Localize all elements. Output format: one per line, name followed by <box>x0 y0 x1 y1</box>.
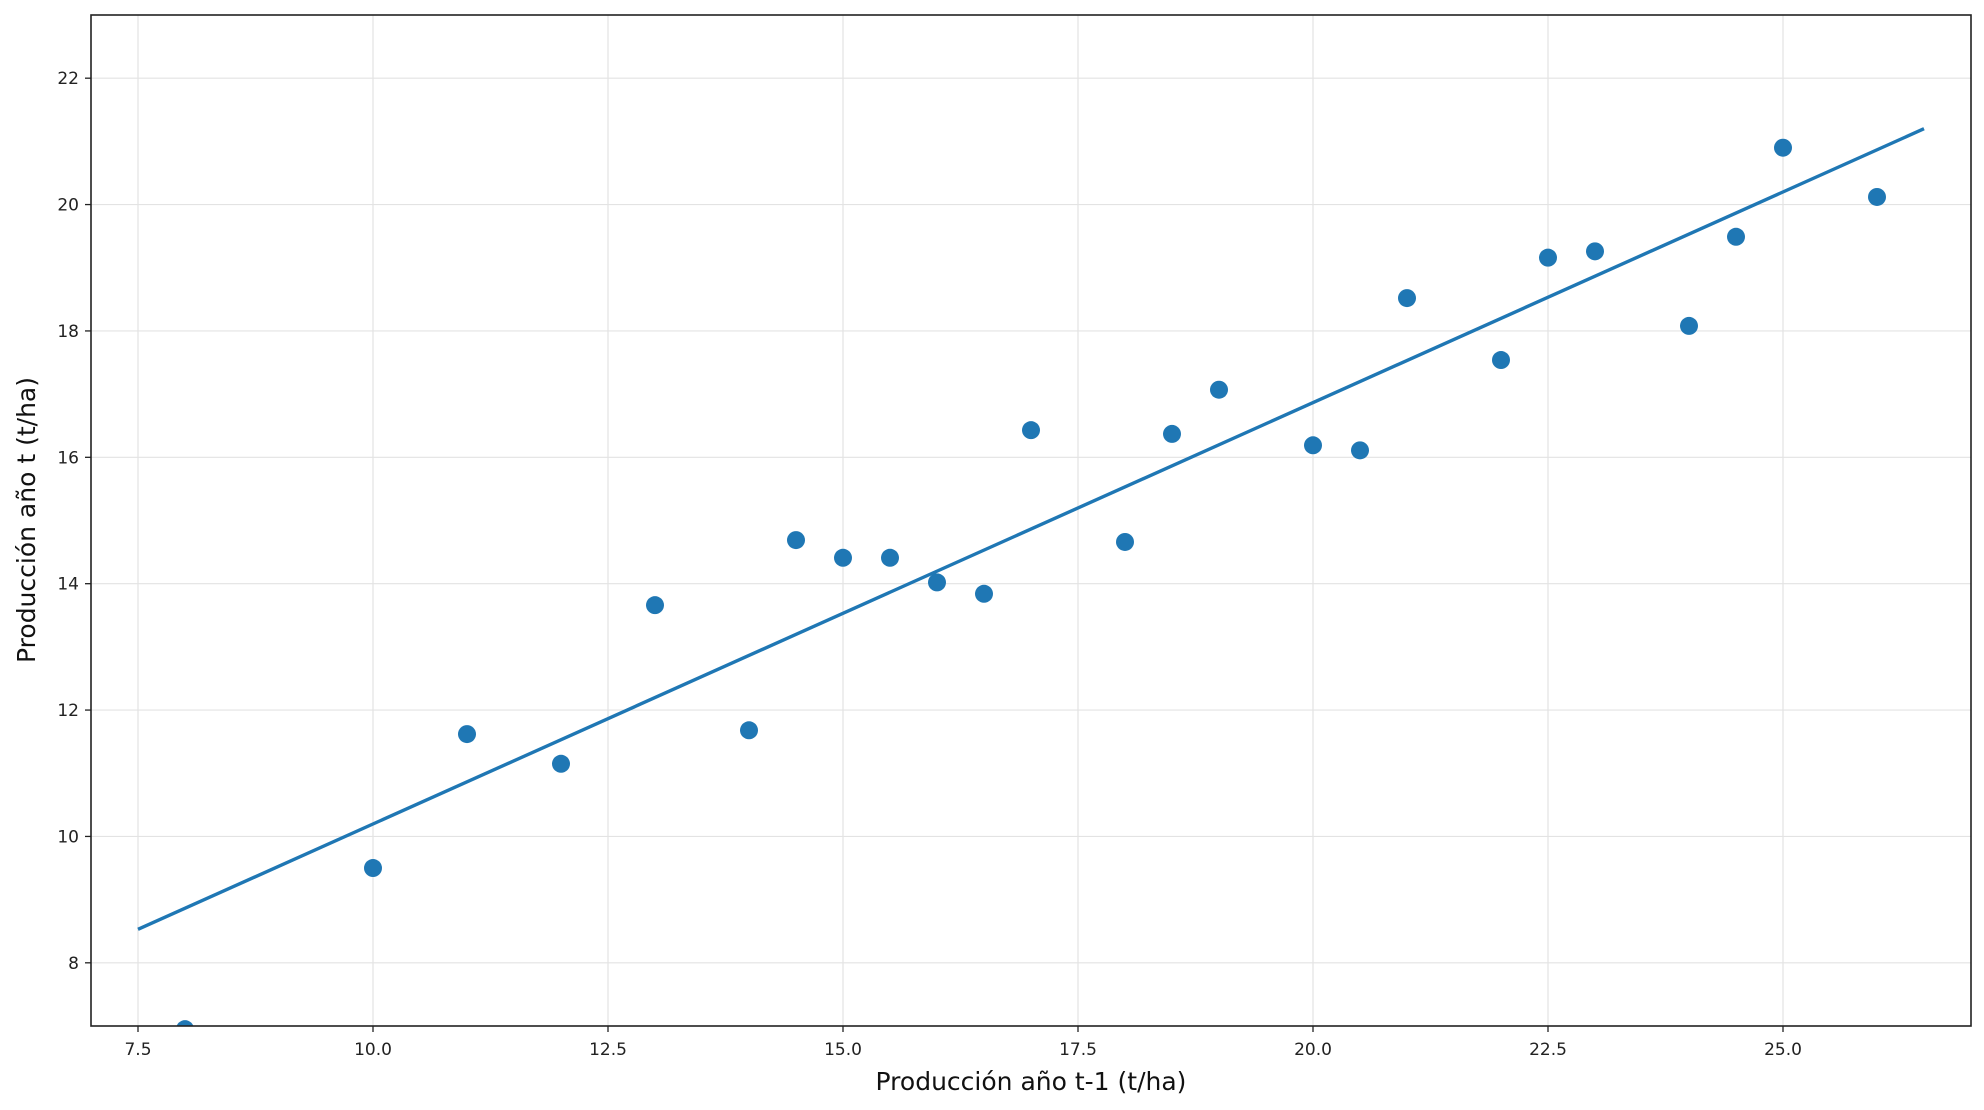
x-tick-label: 15.0 <box>824 1040 862 1060</box>
data-point <box>928 573 946 592</box>
data-point <box>787 531 805 550</box>
ticks-layer: 7.5 10.0 12.5 15.0 17.5 20.0 22.5 25.0 8 10 12 14 16… <box>57 69 1802 1060</box>
data-point <box>1727 227 1745 246</box>
data-point <box>975 584 993 603</box>
data-point <box>458 725 476 744</box>
y-axis-label: Producción año t (t/ha) <box>12 377 41 663</box>
x-tick-label: 7.5 <box>124 1040 151 1060</box>
data-point <box>1304 436 1322 455</box>
x-tick-label: 22.5 <box>1529 1040 1567 1060</box>
x-axis-label: Producción año t-1 (t/ha) <box>876 1067 1187 1096</box>
data-point <box>1774 138 1792 157</box>
data-point <box>176 1020 194 1026</box>
x-tick-label: 25.0 <box>1764 1040 1802 1060</box>
x-tick-label: 12.5 <box>589 1040 627 1060</box>
data-point <box>1492 351 1510 370</box>
data-point <box>1351 441 1369 460</box>
data-point <box>881 548 899 567</box>
data-point <box>364 859 382 878</box>
y-tick-label: 14 <box>57 575 79 595</box>
data-point <box>1163 424 1181 443</box>
x-tick-label: 20.0 <box>1294 1040 1332 1060</box>
x-tick-label: 10.0 <box>354 1040 392 1060</box>
y-tick-label: 12 <box>57 701 79 721</box>
y-tick-label: 18 <box>57 322 79 342</box>
data-point <box>834 548 852 567</box>
data-point <box>1868 187 1886 206</box>
data-point <box>1398 289 1416 308</box>
data-point <box>552 754 570 773</box>
points-layer <box>176 138 1886 1026</box>
data-point <box>646 596 664 615</box>
data-point <box>740 721 758 740</box>
grid-layer <box>91 15 1971 1026</box>
data-point <box>1680 316 1698 335</box>
plot-frame <box>90 14 1972 1027</box>
y-tick-label: 8 <box>68 954 79 974</box>
scatter-points <box>176 138 1886 1026</box>
y-tick-label: 20 <box>57 196 79 216</box>
data-point <box>1022 421 1040 440</box>
y-tick-label: 22 <box>57 69 79 89</box>
data-point <box>1539 248 1557 267</box>
fit-line <box>137 127 1925 931</box>
data-point <box>1586 242 1604 261</box>
fit-line-layer <box>137 127 1925 931</box>
y-tick-label: 10 <box>57 827 79 847</box>
data-point <box>1116 532 1134 551</box>
y-tick-label: 16 <box>57 448 79 468</box>
x-tick-label: 17.5 <box>1059 1040 1097 1060</box>
data-point <box>1210 380 1228 399</box>
